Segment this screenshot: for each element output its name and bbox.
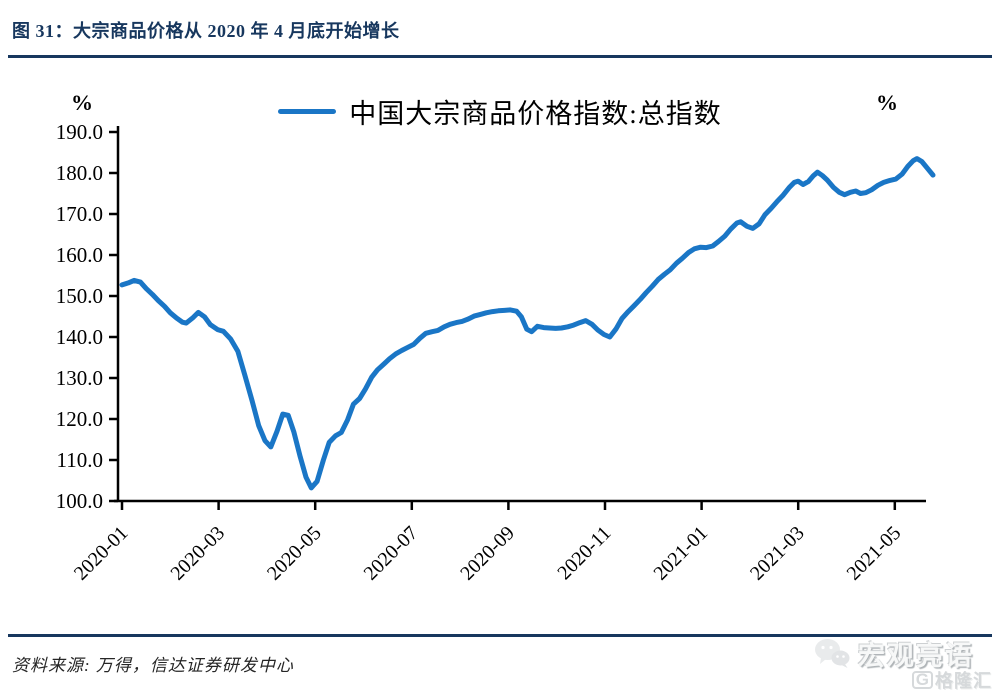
chart-legend: 中国大宗商品价格指数:总指数: [0, 92, 1000, 130]
x-tick-label: 2020-03: [166, 522, 229, 585]
y-tick-label: 190.0: [56, 120, 103, 144]
x-tick-label: 2020-07: [360, 522, 423, 585]
x-tick-label: 2020-05: [263, 522, 326, 585]
y-tick-label: 100.0: [56, 489, 103, 513]
legend-series-label: 中国大宗商品价格指数:总指数: [349, 98, 722, 129]
y-tick-label: 170.0: [56, 202, 103, 226]
x-tick-label: 2020-01: [70, 522, 133, 585]
price-index-series-line: [119, 156, 936, 491]
gelonghui-g-icon: G: [911, 671, 933, 689]
wechat-watermark: 宏观亮语: [814, 634, 974, 673]
legend-line-sample-icon: [278, 108, 337, 114]
top-divider-rule: [8, 55, 992, 58]
y-tick-label: 120.0: [56, 407, 103, 431]
wechat-icon: [815, 639, 850, 668]
y-tick-label: 130.0: [56, 366, 103, 390]
y-tick-label: 110.0: [57, 448, 103, 472]
y-tick-label: 180.0: [56, 161, 103, 185]
data-source-note: 资料来源: 万得，信达证券研发中心: [12, 656, 294, 675]
x-tick-label: 2021-03: [746, 522, 809, 585]
x-tick-label: 2020-11: [553, 522, 615, 584]
right-axis-unit-label: %: [876, 90, 898, 115]
y-tick-label: 150.0: [56, 284, 103, 308]
x-tick-label: 2021-05: [843, 522, 906, 585]
bottom-divider-rule: [8, 634, 992, 637]
gelonghui-logo-text: 格隆汇: [935, 671, 992, 691]
x-tick-label: 2021-01: [649, 522, 712, 585]
y-tick-label: 140.0: [56, 325, 103, 349]
x-tick-label: 2020-09: [456, 522, 519, 585]
y-tick-label: 160.0: [56, 243, 103, 267]
figure-title: 图 31：大宗商品价格从 2020 年 4 月底开始增长: [12, 21, 400, 41]
gelonghui-logo: G 格隆汇: [911, 667, 992, 693]
left-axis-unit-label: %: [71, 90, 93, 115]
wechat-account-name: 宏观亮语: [858, 641, 974, 671]
